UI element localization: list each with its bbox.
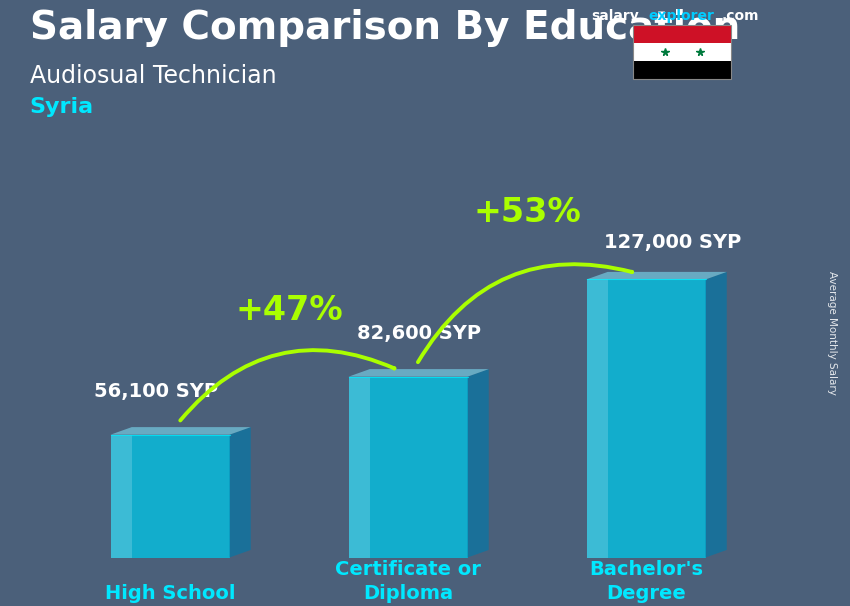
Bar (110, 435, 132, 558)
Text: explorer: explorer (649, 9, 714, 23)
Polygon shape (586, 272, 727, 279)
Text: 127,000 SYP: 127,000 SYP (604, 233, 740, 252)
Bar (255, 0, 298, 606)
Bar (808, 0, 850, 606)
Bar (348, 377, 370, 558)
Bar (42, 0, 85, 606)
Bar (510, 0, 552, 606)
Polygon shape (706, 272, 727, 558)
Text: Audiosual Technician: Audiosual Technician (30, 64, 276, 88)
Bar (680, 0, 722, 606)
Text: 56,100 SYP: 56,100 SYP (94, 382, 218, 401)
Bar (765, 0, 808, 606)
Bar (586, 279, 706, 558)
Bar (298, 0, 340, 606)
Text: 82,600 SYP: 82,600 SYP (357, 324, 481, 344)
Text: .com: .com (722, 9, 759, 23)
Text: +53%: +53% (473, 196, 581, 229)
Polygon shape (468, 369, 489, 558)
Bar (128, 0, 170, 606)
Bar (633, 25, 731, 79)
Text: Certificate or
Diploma: Certificate or Diploma (335, 561, 481, 603)
Text: Syria: Syria (30, 97, 94, 117)
Bar (425, 0, 468, 606)
Text: Bachelor's
Degree: Bachelor's Degree (589, 561, 703, 603)
Bar (595, 0, 638, 606)
Bar (552, 0, 595, 606)
Bar (722, 0, 765, 606)
Text: High School: High School (105, 584, 235, 603)
Bar (633, 43, 731, 61)
Text: Salary Comparison By Education: Salary Comparison By Education (30, 9, 740, 47)
Bar (85, 0, 128, 606)
Bar (633, 61, 731, 79)
Bar (586, 279, 608, 558)
Bar (0, 0, 42, 606)
Text: +47%: +47% (235, 293, 343, 327)
Bar (348, 377, 468, 558)
Text: salary: salary (591, 9, 638, 23)
Polygon shape (110, 427, 251, 435)
Polygon shape (348, 369, 489, 377)
Bar (110, 435, 230, 558)
Bar (212, 0, 255, 606)
Polygon shape (230, 427, 251, 558)
Text: Average Monthly Salary: Average Monthly Salary (827, 271, 837, 395)
Bar (170, 0, 212, 606)
Bar (638, 0, 680, 606)
Bar (633, 25, 731, 43)
Bar (340, 0, 382, 606)
Bar (468, 0, 510, 606)
Bar (382, 0, 425, 606)
